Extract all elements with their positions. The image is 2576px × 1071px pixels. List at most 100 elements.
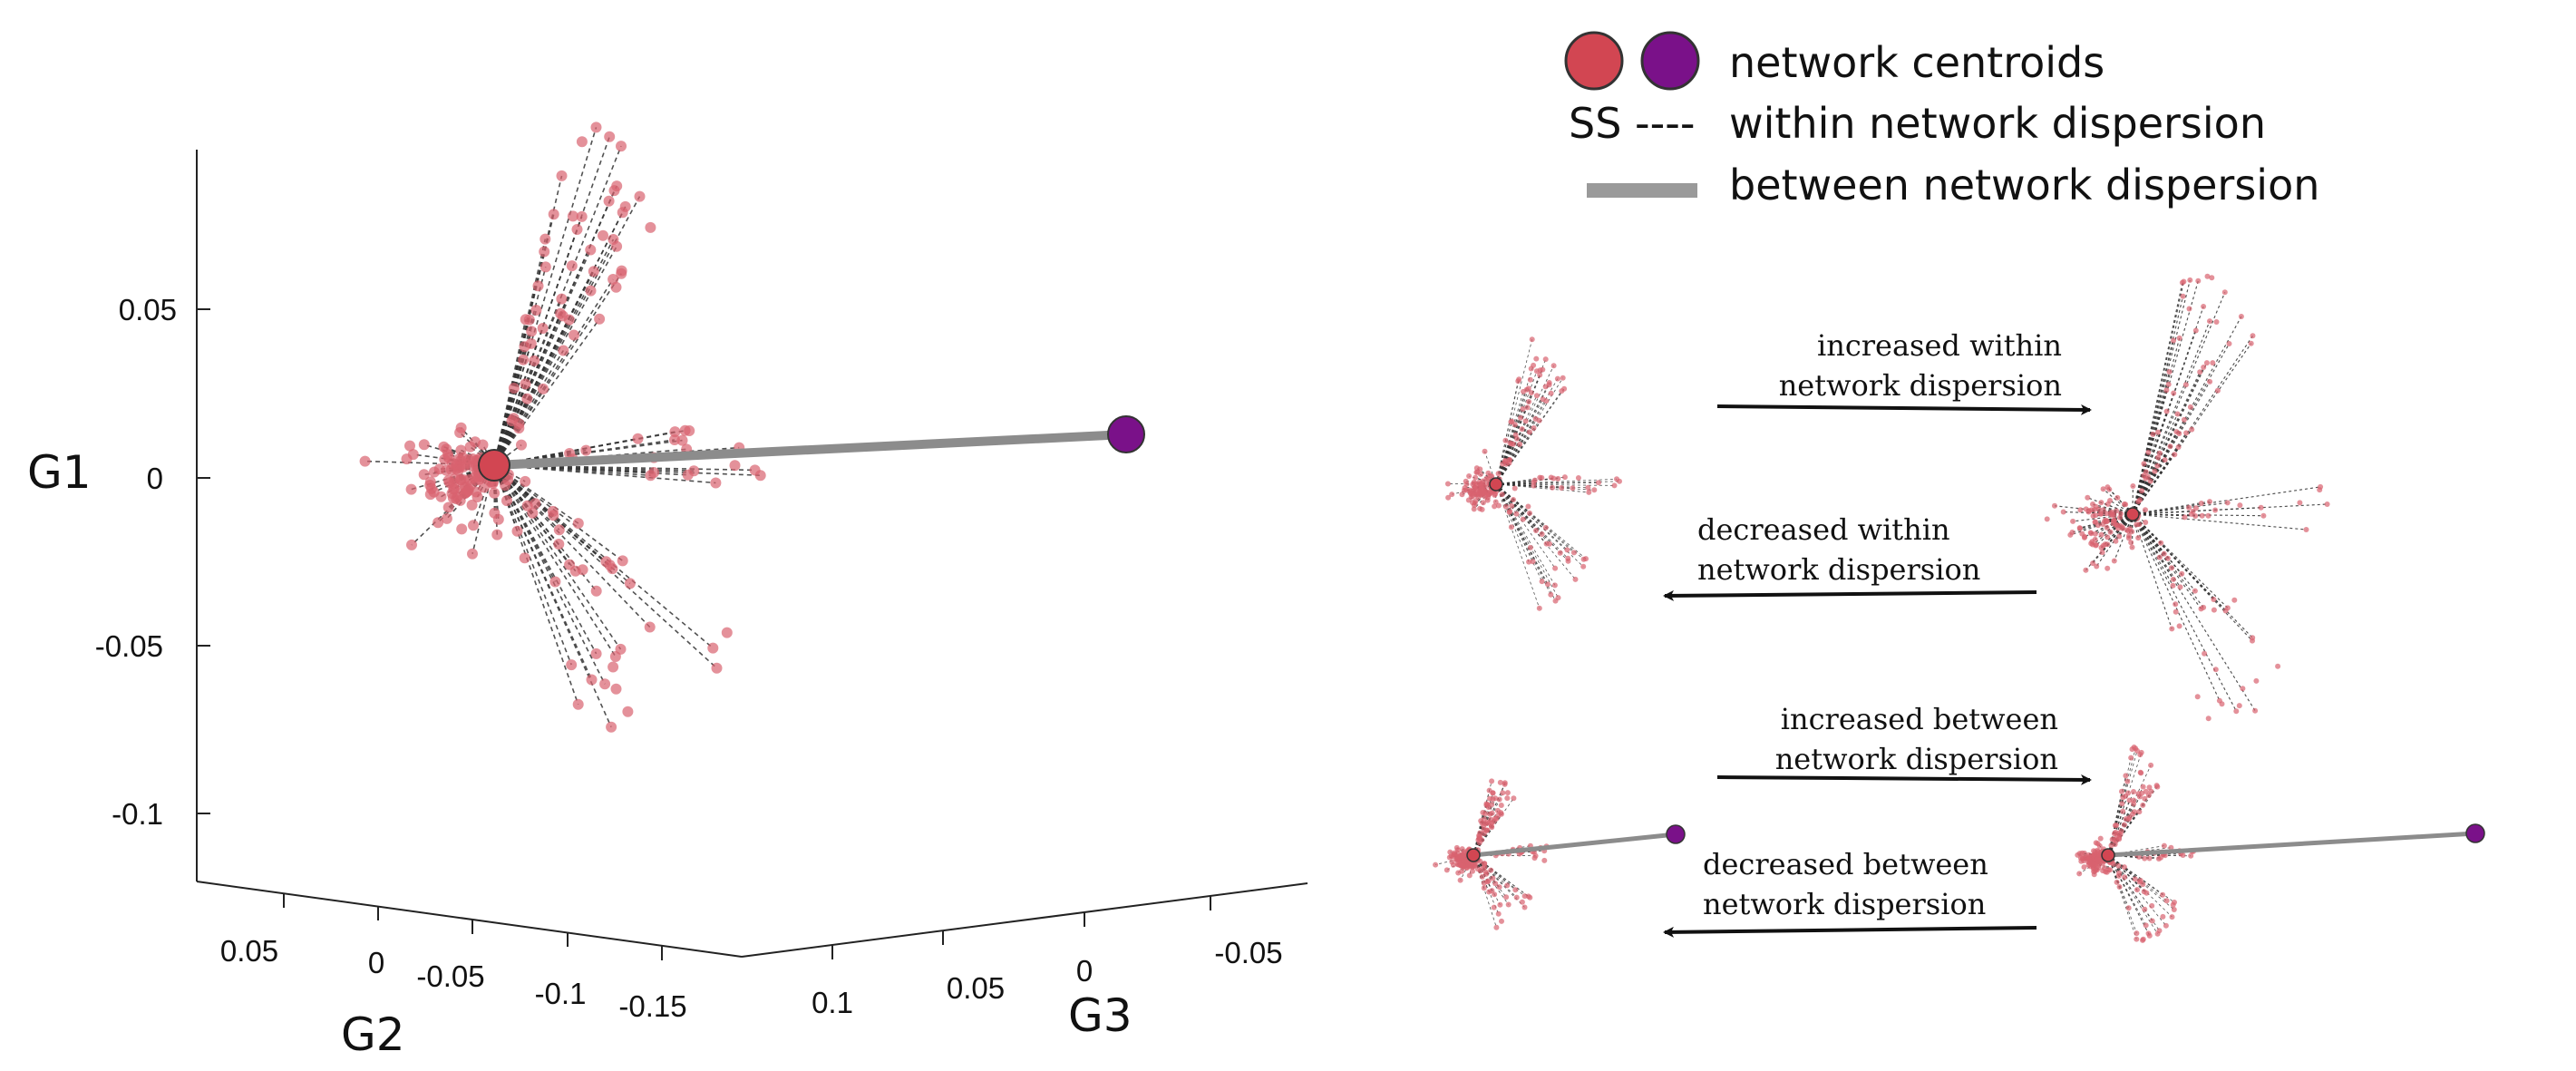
network-point	[2179, 279, 2185, 286]
network-point	[1586, 489, 1592, 495]
network-point	[1449, 492, 1455, 498]
z-tick-label: 0	[1076, 954, 1093, 988]
thumbnail-centroid-red	[1489, 477, 1503, 492]
network-point	[2207, 499, 2212, 505]
dispersion-spoke	[493, 464, 617, 657]
network-point	[2090, 560, 2096, 567]
network-point	[590, 585, 602, 597]
network-point	[1552, 565, 1559, 571]
dispersion-spoke	[1473, 854, 1517, 898]
network-point	[2128, 755, 2134, 761]
network-point	[2134, 887, 2140, 893]
network-point	[1489, 824, 1495, 831]
network-point	[1536, 417, 1542, 424]
annotation-decreased-between-line2: network dispersion	[1703, 887, 1986, 921]
network-point	[2136, 521, 2143, 528]
network-point	[529, 355, 540, 366]
network-point	[521, 393, 533, 404]
network-point	[1489, 778, 1495, 784]
network-point	[2137, 752, 2143, 758]
network-point	[2125, 905, 2132, 911]
network-point	[511, 525, 523, 537]
dispersion-spoke	[2105, 513, 2134, 522]
network-point	[616, 141, 627, 152]
z-axis-line	[741, 882, 1308, 958]
network-point	[1513, 511, 1520, 517]
network-point	[569, 329, 579, 341]
network-point	[448, 478, 460, 490]
network-point	[2187, 404, 2193, 410]
network-point	[501, 495, 512, 507]
dispersion-spoke	[1495, 482, 1599, 485]
network-point	[2140, 784, 2146, 790]
network-point	[1560, 375, 1566, 381]
dispersion-spoke	[471, 464, 495, 554]
network-point	[580, 444, 592, 456]
network-point	[520, 475, 531, 487]
dispersion-spoke	[1495, 481, 1620, 485]
network-point	[567, 210, 578, 222]
thumbnail-high-between	[2075, 745, 2485, 943]
dispersion-spoke	[2118, 513, 2134, 537]
network-point	[2226, 341, 2232, 346]
network-point	[2095, 506, 2102, 512]
network-point	[2203, 360, 2210, 366]
network-point	[634, 190, 646, 202]
dispersion-spoke	[493, 331, 532, 466]
network-point	[1518, 414, 1523, 421]
network-point	[2248, 340, 2254, 346]
network-point	[608, 185, 620, 197]
network-point	[2140, 802, 2146, 808]
dispersion-spoke	[2132, 281, 2184, 515]
thumbnail-points	[2044, 273, 2330, 722]
dispersion-spoke	[1495, 483, 1556, 569]
dispersion-spoke	[2132, 513, 2202, 609]
dispersion-spoke	[2095, 513, 2134, 546]
dispersion-spoke	[493, 464, 624, 562]
dispersion-spoke	[2107, 854, 2173, 918]
network-point	[2082, 533, 2088, 540]
network-point	[467, 453, 479, 464]
network-point	[526, 326, 538, 337]
network-point	[1525, 503, 1531, 510]
network-point	[1498, 811, 1504, 817]
network-point	[1470, 868, 1475, 874]
network-point	[468, 520, 479, 531]
network-point	[2163, 922, 2169, 929]
network-point	[1537, 372, 1543, 378]
network-point	[1546, 540, 1552, 547]
network-point	[1572, 576, 1579, 582]
network-point	[1533, 528, 1539, 533]
network-point	[1493, 924, 1500, 930]
network-point	[2139, 488, 2145, 494]
network-point	[2081, 850, 2087, 856]
network-point	[2121, 822, 2127, 828]
network-point	[1505, 901, 1512, 908]
network-point	[1559, 485, 1565, 491]
network-point	[2192, 513, 2199, 519]
network-points	[359, 122, 766, 733]
dispersion-spoke	[2132, 513, 2181, 588]
network-point	[2105, 484, 2111, 491]
network-point	[1570, 485, 1576, 492]
network-point	[1561, 385, 1568, 392]
network-point	[2134, 930, 2140, 937]
dispersion-spoke	[2087, 497, 2134, 515]
network-point	[2076, 525, 2083, 531]
network-point	[1479, 506, 1485, 512]
network-point	[1508, 524, 1514, 531]
dispersion-spoke	[2132, 459, 2166, 515]
network-point	[2132, 809, 2138, 815]
annotation-decreased-within-line2: network dispersion	[1697, 552, 1980, 587]
dispersion-spoke	[1495, 483, 1537, 531]
network-point	[1498, 803, 1504, 808]
network-point	[1479, 485, 1485, 492]
network-point	[2120, 808, 2126, 814]
network-point	[2126, 814, 2133, 821]
network-point	[1522, 418, 1529, 424]
network-point	[2119, 788, 2124, 794]
network-point	[1530, 559, 1536, 565]
network-point	[2143, 788, 2149, 794]
network-point	[669, 426, 681, 438]
network-point	[2193, 505, 2199, 511]
